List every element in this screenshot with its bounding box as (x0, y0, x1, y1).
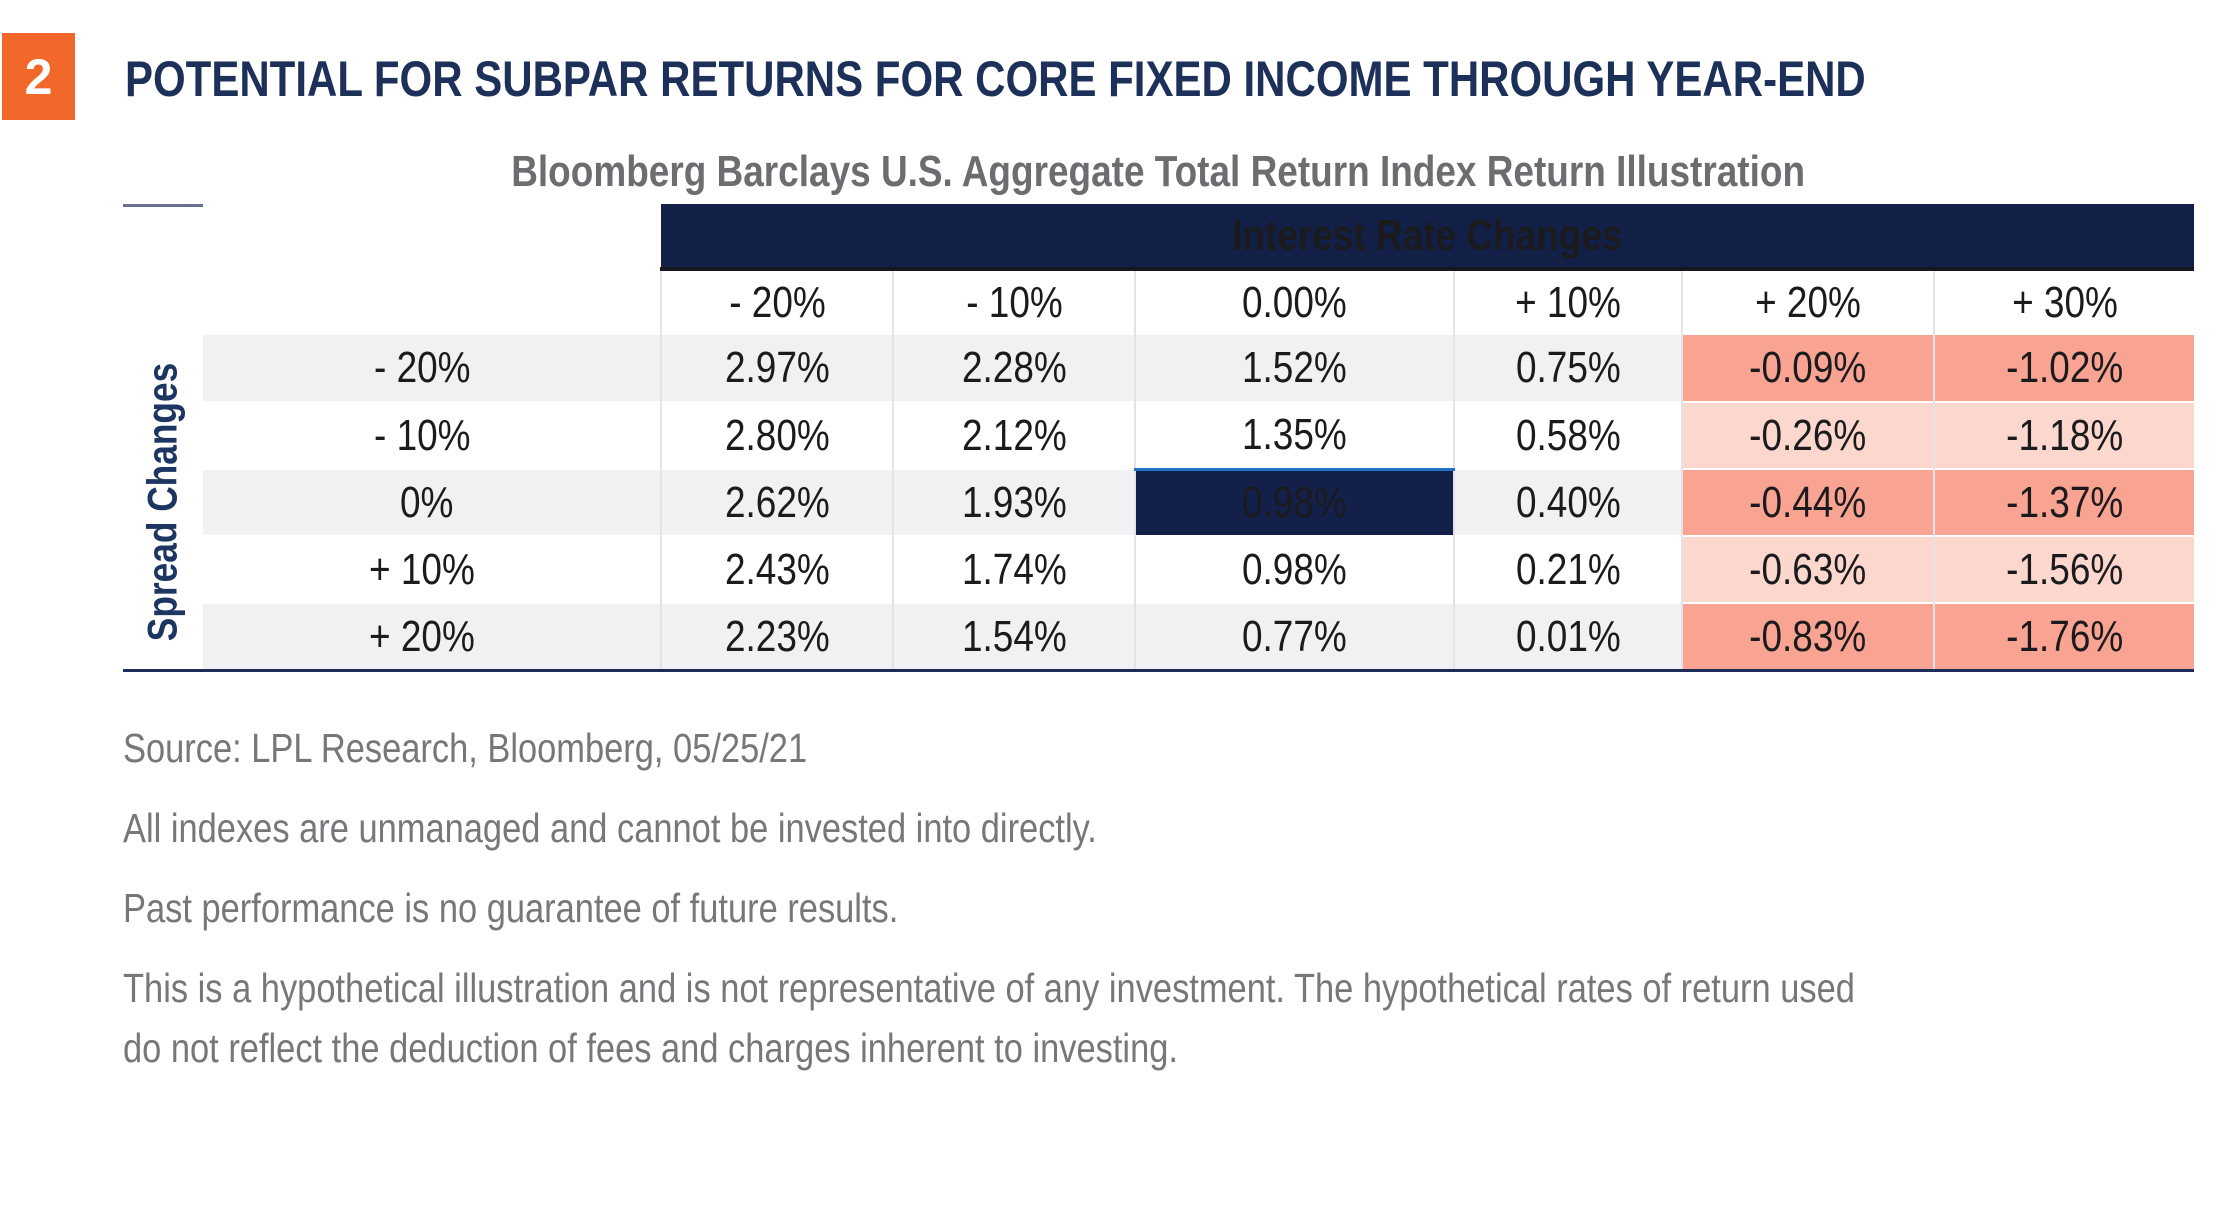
column-header: - 20% (660, 269, 893, 335)
return-illustration-table: Interest Rate Changes - 20% - 10% 0.00% … (203, 204, 2195, 670)
row-label-cell: + 20% (203, 602, 661, 670)
negative-value-cell: -0.83% (1681, 602, 1934, 670)
value-cell: 0.58% (1453, 401, 1682, 469)
column-group-header: Interest Rate Changes (661, 204, 2195, 271)
column-header: + 20% (1681, 269, 1934, 335)
column-header-row: - 20% - 10% 0.00% + 10% + 20% + 30% (203, 269, 2195, 335)
value-cell: 2.12% (892, 401, 1135, 469)
source-note: Source: LPL Research, Bloomberg, 05/25/2… (123, 725, 808, 771)
table-subtitle: Bloomberg Barclays U.S. Aggregate Total … (511, 147, 1806, 196)
figure-number: 2 (24, 48, 53, 105)
value-cell: 0.01% (1453, 602, 1682, 670)
value-cell: 1.74% (892, 535, 1135, 603)
figure-number-badge: 2 (2, 33, 75, 120)
negative-value-cell: -0.44% (1681, 468, 1934, 536)
figure-title: POTENTIAL FOR SUBPAR RETURNS FOR CORE FI… (125, 51, 1866, 107)
value-cell: 1.54% (892, 602, 1135, 670)
row-label-cell: - 20% (203, 335, 661, 402)
negative-value-cell: -0.26% (1681, 401, 1934, 469)
column-header: + 10% (1453, 269, 1682, 335)
negative-value-cell: -0.09% (1681, 335, 1934, 402)
negative-value-cell: -1.37% (1932, 468, 2195, 536)
table-row: 0% 2.62% 1.93% 0.98% 0.40% -0.44% -1.37% (203, 467, 2195, 536)
value-cell: 2.23% (660, 602, 893, 670)
value-cell: 0.40% (1453, 468, 1682, 536)
column-header: + 30% (1932, 269, 2195, 335)
row-group-label: Spread Changes (139, 362, 186, 642)
value-cell: 2.43% (660, 535, 893, 603)
table-row: - 20% 2.97% 2.28% 1.52% 0.75% -0.09% -1.… (203, 335, 2195, 402)
highlighted-value-cell: 0.98% (1134, 467, 1454, 536)
negative-value-cell: -1.76% (1932, 602, 2195, 670)
row-label-cell: 0% (203, 468, 661, 536)
value-cell: 2.62% (660, 468, 893, 536)
value-cell: 0.21% (1453, 535, 1682, 603)
disclosure-line: Past performance is no guarantee of futu… (123, 885, 899, 931)
negative-value-cell: -1.56% (1932, 535, 2195, 603)
value-cell: 1.93% (892, 468, 1135, 536)
corner-cell (203, 269, 661, 335)
table-bottom-rule (123, 669, 2194, 672)
table-row: + 20% 2.23% 1.54% 0.77% 0.01% -0.83% -1.… (203, 602, 2195, 670)
corner-cell (203, 204, 661, 269)
value-cell: 0.98% (1134, 535, 1454, 603)
column-header: - 10% (892, 269, 1135, 335)
table-row: - 10% 2.80% 2.12% 1.35% 0.58% -0.26% -1.… (203, 401, 2195, 469)
value-cell: 2.80% (660, 401, 893, 469)
value-cell: 2.97% (660, 335, 893, 402)
disclosure-line: do not reflect the deduction of fees and… (123, 1025, 1178, 1071)
negative-value-cell: -1.02% (1932, 335, 2195, 402)
value-cell: 1.52% (1134, 335, 1454, 402)
column-group-row: Interest Rate Changes (203, 204, 2195, 271)
table-row: + 10% 2.43% 1.74% 0.98% 0.21% -0.63% -1.… (203, 535, 2195, 603)
footnotes: Source: LPL Research, Bloomberg, 05/25/2… (123, 720, 2185, 1076)
negative-value-cell: -1.18% (1932, 401, 2195, 469)
row-label-cell: + 10% (203, 535, 661, 603)
column-header: 0.00% (1134, 269, 1454, 335)
value-cell: 0.75% (1453, 335, 1682, 402)
disclosure-line: This is a hypothetical illustration and … (123, 965, 1855, 1011)
value-cell: 2.28% (892, 335, 1135, 402)
negative-value-cell: -0.63% (1681, 535, 1934, 603)
value-cell: 0.77% (1134, 602, 1454, 670)
value-cell: 1.35% (1134, 401, 1454, 469)
row-label-cell: - 10% (203, 401, 661, 469)
disclosure-line: All indexes are unmanaged and cannot be … (123, 805, 1097, 851)
